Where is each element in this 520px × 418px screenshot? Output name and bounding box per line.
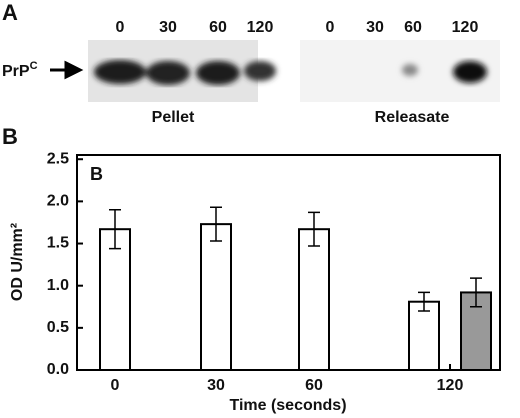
marker-name: PrP: [2, 63, 30, 80]
x-axis-label: Time (seconds): [229, 397, 346, 414]
panel-label: A: [2, 0, 18, 25]
y-tick-label: 1.0: [47, 277, 69, 294]
x-tick-label: 120: [437, 377, 464, 394]
marker-label: PrPC: [2, 60, 38, 80]
bands: [94, 60, 487, 85]
y-tick-label: 0.0: [47, 361, 69, 378]
error-bar: [308, 211, 320, 247]
x-tick-label: 60: [305, 377, 323, 394]
error-bar: [470, 277, 482, 308]
error-bar: [418, 291, 430, 312]
lane-label: 120: [452, 19, 479, 36]
bar: [200, 223, 232, 371]
y-tick-label: 2.5: [47, 150, 69, 167]
panel-label: B: [2, 124, 18, 149]
blot-title: Releasate: [375, 109, 450, 126]
y-axis-label: OD U/mm²: [9, 223, 26, 301]
bar: [99, 228, 131, 371]
arrow: [50, 60, 84, 80]
y-tick-label: 2.0: [47, 193, 69, 210]
lane-label: 30: [366, 19, 384, 36]
chart-title: B: [90, 164, 103, 184]
error-bar: [210, 206, 222, 242]
lane-label: 0: [326, 19, 335, 36]
plot-frame: [76, 154, 501, 371]
bar: [408, 300, 440, 371]
lane-label: 30: [159, 19, 177, 36]
blot-title: Pellet: [152, 109, 195, 126]
lane-label: 120: [247, 19, 274, 36]
bar: [298, 228, 330, 371]
y-tick-label: 1.5: [47, 235, 69, 252]
lane-label: 0: [116, 19, 125, 36]
marker-superscript: C: [30, 60, 38, 72]
lane-label: 60: [404, 19, 422, 36]
y-tick-label: 0.5: [47, 319, 69, 336]
error-bar: [109, 209, 121, 250]
lane-label: 60: [209, 19, 227, 36]
x-tick-label: 30: [207, 377, 225, 394]
x-tick-label: 0: [111, 377, 120, 394]
